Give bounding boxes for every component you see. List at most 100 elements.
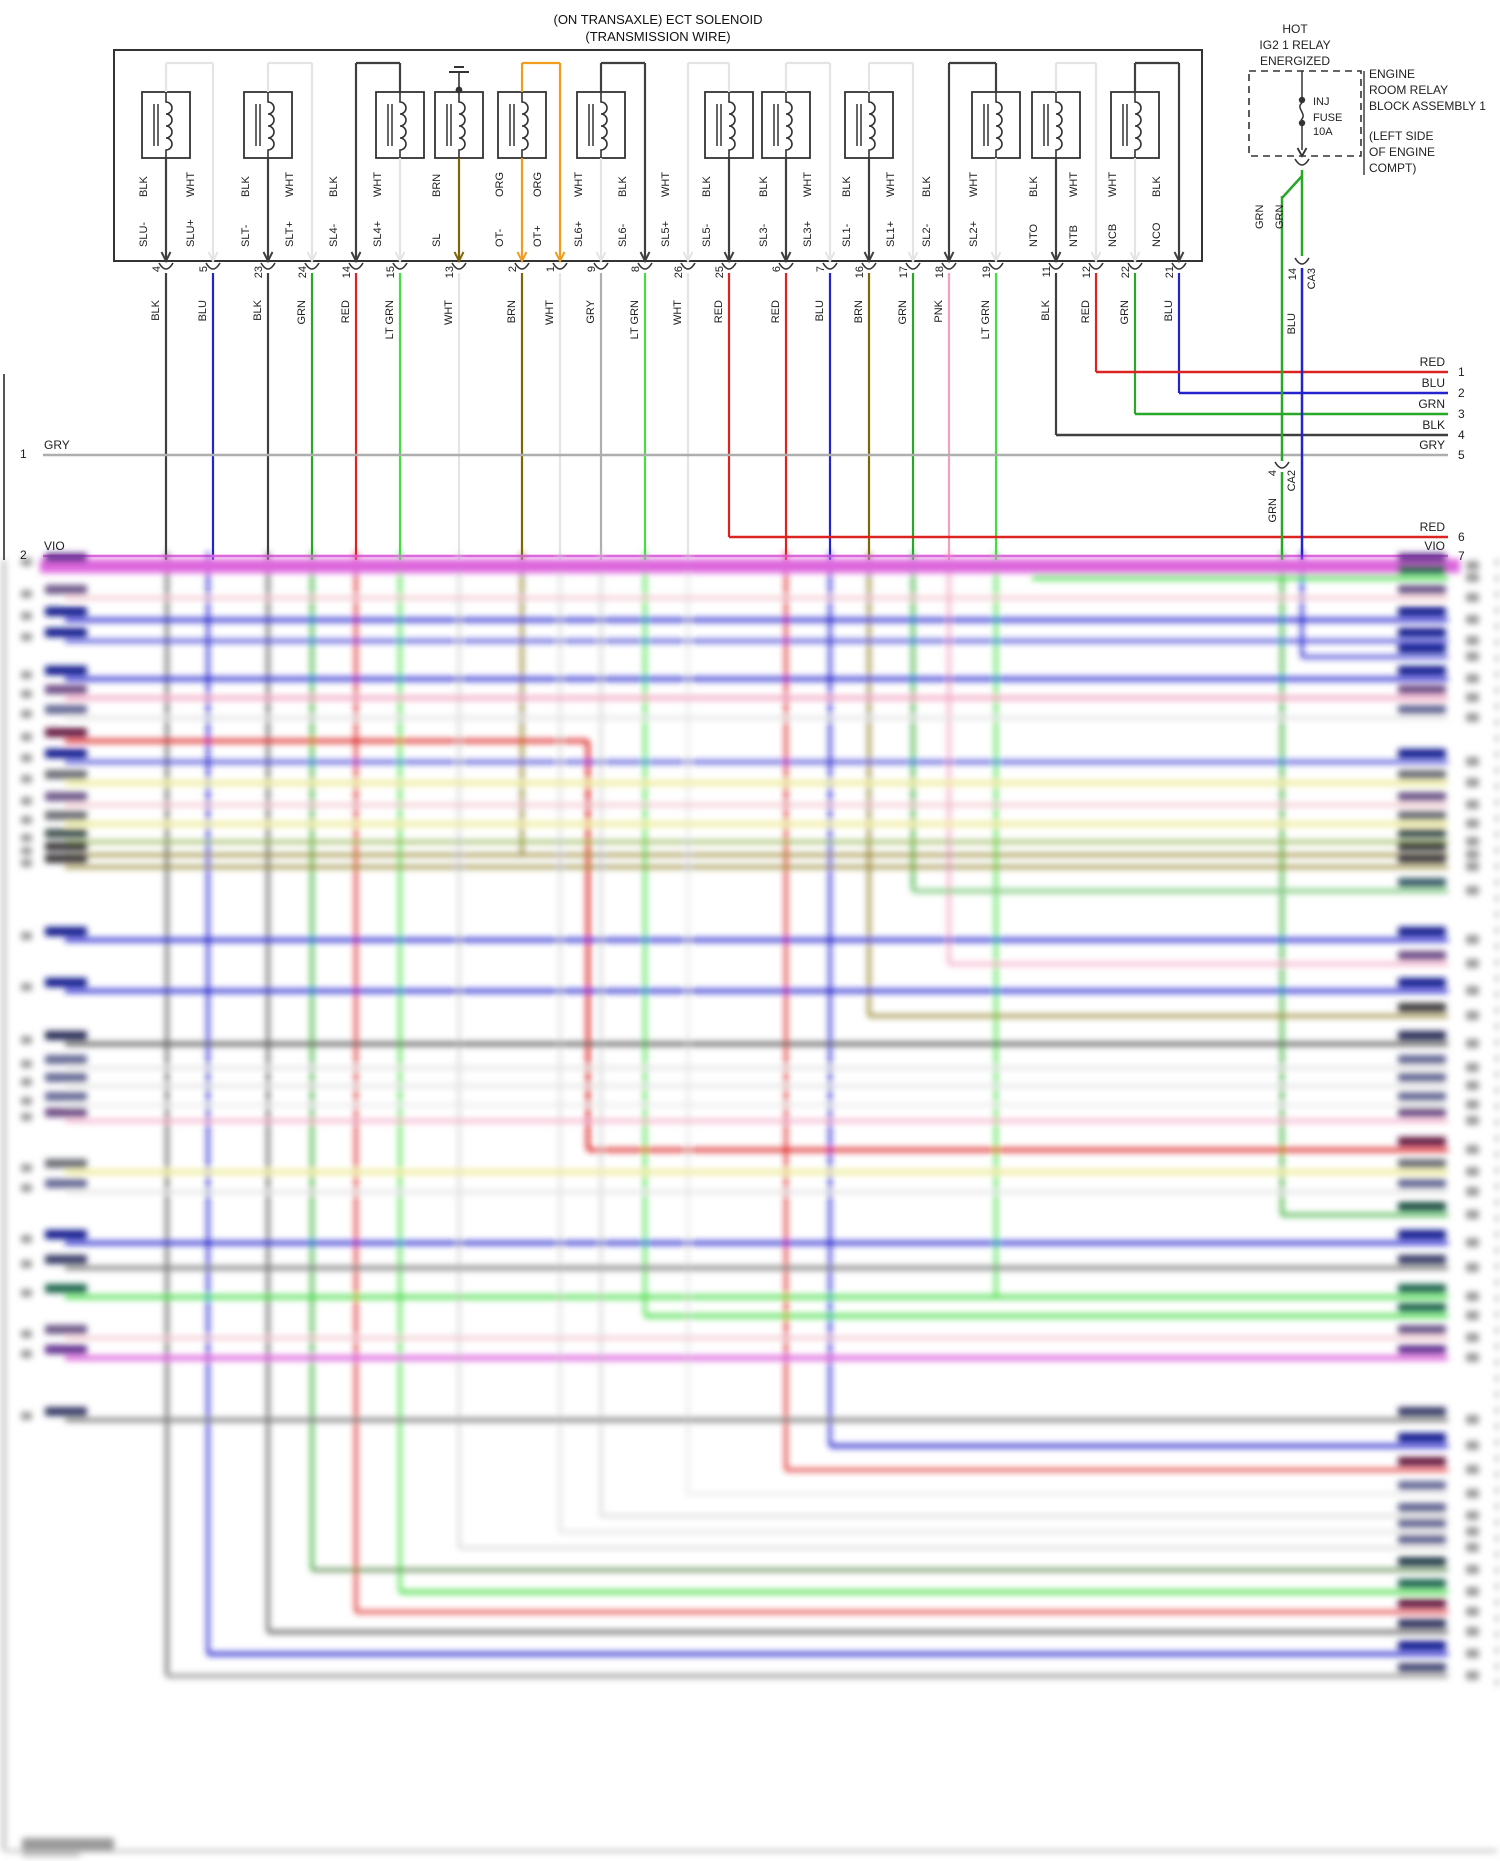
wire-color-label-SL5+: WHT <box>660 171 672 197</box>
blur-left-label-blob <box>45 1031 87 1040</box>
connector-cup-icon <box>1294 158 1310 166</box>
ground-icon <box>449 66 469 94</box>
solenoid-box-12 <box>1110 91 1160 159</box>
connector-cup-icon <box>552 262 568 270</box>
blur-left-label-blob <box>45 728 87 737</box>
blur-left-number-blob <box>21 1289 32 1297</box>
blur-right-label-blob <box>1398 705 1446 714</box>
solenoid-outline <box>1031 91 1081 159</box>
blur-right-number-blob <box>1466 1167 1479 1176</box>
left-wire-label-1: GRY <box>44 438 70 452</box>
connector-cup-icon <box>514 262 530 270</box>
blur-right-number-blob <box>1466 1489 1479 1498</box>
signal-label-SL4+: SL4+ <box>372 221 384 247</box>
wire-color-label-NCB: WHT <box>1107 171 1119 197</box>
relay-location-line2: OF ENGINE <box>1369 145 1436 159</box>
arrowhead-icon <box>262 251 274 264</box>
blur-right-label-blob <box>1398 1535 1446 1544</box>
blur-right-label-blob <box>1398 1003 1446 1012</box>
blur-right-number-blob <box>1466 713 1479 722</box>
blur-right-number-blob <box>1466 1210 1479 1219</box>
harness-color-label-21: BLU <box>1163 300 1175 322</box>
blur-left-label-blob <box>45 585 87 594</box>
connector-cup-icon <box>680 262 696 270</box>
blur-left-label-blob <box>45 749 87 758</box>
blur-left-number-blob <box>21 1350 32 1358</box>
arrowhead-icon <box>990 251 1002 264</box>
pin-number-25: 25 <box>714 266 726 279</box>
blur-right-label-blob <box>1398 644 1446 653</box>
solenoid-outline <box>761 91 811 159</box>
blur-right-label-blob <box>1398 770 1446 779</box>
pin-number-2: 2 <box>507 266 519 273</box>
coil-winding-icon <box>785 92 793 158</box>
ca3-connector-label: CA3 <box>1306 268 1318 290</box>
blur-left-label-blob <box>45 607 87 616</box>
blur-left-label-blob <box>45 705 87 714</box>
connector-cup-icon <box>1088 262 1104 270</box>
solenoid-box-3 <box>375 91 425 159</box>
connector-cup-icon <box>778 262 794 270</box>
blur-right-label-blob <box>1398 1202 1446 1211</box>
signal-label-SL3+: SL3+ <box>802 221 814 247</box>
signal-label-SL6-: SL6- <box>617 223 629 247</box>
relay-block-dashed-box <box>1248 70 1362 157</box>
blur-right-number-blob <box>1466 886 1479 895</box>
blur-left-label-blob <box>45 842 87 851</box>
blur-left-label-blob <box>45 854 87 863</box>
blur-right-number-blob <box>1466 1333 1479 1342</box>
pin-number-15: 15 <box>385 266 397 279</box>
right-wire-label-4: BLK <box>1422 418 1445 432</box>
connector-cup-icon <box>593 262 609 270</box>
diagram-title-line1: (ON TRANSAXLE) ECT SOLENOID <box>553 12 763 27</box>
signal-label-OT-: OT- <box>494 228 506 247</box>
fuse-name-label: INJ <box>1313 96 1330 108</box>
blur-right-number-blob <box>1466 674 1479 683</box>
blur-right-number-blob <box>1466 862 1479 871</box>
signal-label-SL5-: SL5- <box>701 223 713 247</box>
blur-left-number-blob <box>21 612 32 620</box>
arrowhead-icon <box>1173 251 1185 264</box>
connector-cup-icon <box>304 262 320 270</box>
blur-left-number-blob <box>21 1164 32 1172</box>
signal-label-SL4-: SL4- <box>328 223 340 247</box>
connector-cup-icon <box>941 262 957 270</box>
left-wire-number-2: 2 <box>20 548 27 562</box>
blur-right-label-blob <box>1398 829 1446 838</box>
harness-color-label-5: BLU <box>197 300 209 322</box>
blur-right-number-blob <box>1466 1145 1479 1154</box>
arrowhead-icon <box>554 251 566 264</box>
wire-color-label-SLT+: WHT <box>284 171 296 197</box>
pin-number-21: 21 <box>1164 266 1176 279</box>
blur-left-label-blob <box>45 1325 87 1334</box>
left-wire-number-1: 1 <box>20 447 27 461</box>
connector-cup-icon <box>637 262 653 270</box>
blur-right-label-blob <box>1398 978 1446 987</box>
pin-number-22: 22 <box>1120 266 1132 279</box>
blur-left-label-blob <box>45 1345 87 1354</box>
blur-right-label-blob <box>1398 1557 1446 1566</box>
right-wire-number-7: 7 <box>1458 549 1465 563</box>
solenoid-outline <box>704 91 754 159</box>
arrowhead-icon <box>516 251 528 264</box>
relay-location-line1: (LEFT SIDE <box>1369 129 1434 143</box>
arrowhead-icon <box>394 251 406 264</box>
signal-label-SL1-: SL1- <box>841 223 853 247</box>
blur-right-label-blob <box>1398 553 1446 562</box>
harness-color-label-15: LT GRN <box>384 300 396 340</box>
arrowhead-icon <box>1090 251 1102 264</box>
signal-label-NTO: NTO <box>1028 223 1040 247</box>
blur-right-number-blob <box>1466 1311 1479 1320</box>
harness-color-label-12: RED <box>1080 300 1092 324</box>
blur-left-number-blob <box>21 1036 32 1044</box>
blur-right-label-blob <box>1398 749 1446 758</box>
pin-number-26: 26 <box>673 266 685 279</box>
blur-left-number-blob <box>21 633 32 641</box>
blur-right-label-blob <box>1398 628 1446 637</box>
signal-label-SL2+: SL2+ <box>968 221 980 247</box>
blur-left-number-blob <box>21 690 32 698</box>
blur-right-number-blob <box>1466 1671 1479 1680</box>
blur-left-label-blob <box>45 811 87 820</box>
blur-left-number-blob <box>21 983 32 991</box>
blur-right-number-blob <box>1466 935 1479 944</box>
